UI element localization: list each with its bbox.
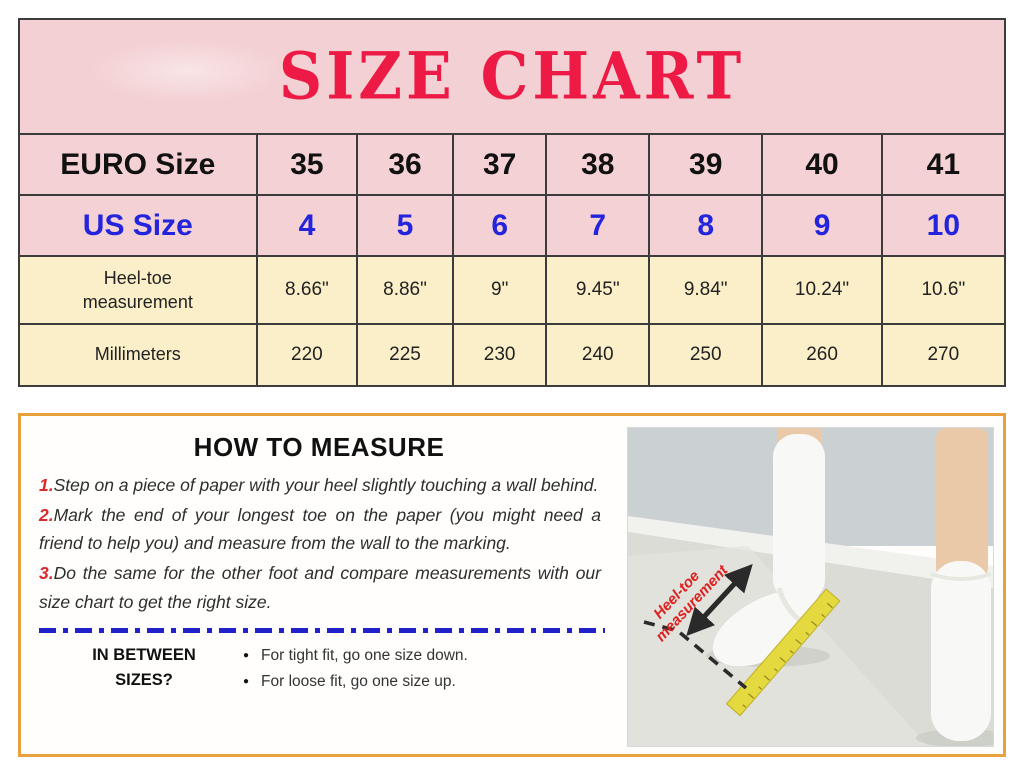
millimeters-cell: 270 (880, 323, 1007, 387)
title-cell: SIZE CHART (18, 18, 1006, 135)
step-number: 3. (39, 563, 54, 584)
measurement-arrow (686, 563, 753, 637)
euro-size-cell: 39 (648, 133, 764, 196)
heel-toe-cell: 9" (451, 255, 548, 325)
us-size-cell: 10 (880, 194, 1007, 257)
heel-toe-cell: 9.45" (545, 255, 651, 325)
how-to-measure-heading: HOW TO MEASURE (193, 432, 445, 462)
us-size-row-label: US Size (18, 194, 258, 257)
how-to-measure-text-column: HOW TO MEASURE 1.Step on a piece of pape… (21, 416, 621, 754)
millimeters-cell: 250 (648, 323, 764, 387)
millimeters-cell: 230 (451, 323, 548, 387)
millimeters-cell: 260 (761, 323, 883, 387)
step-number: 1. (39, 475, 54, 495)
heel-toe-cell: 10.24" (761, 255, 883, 325)
measure-steps: 1.Step on a piece of paper with your hee… (39, 471, 601, 616)
size-table: SIZE CHART EURO Size 35 36 37 38 39 40 4… (18, 18, 1007, 387)
euro-size-cell: 36 (356, 133, 454, 196)
left-leg-sock (773, 434, 825, 602)
step-text: Step on a piece of paper with your heel … (53, 475, 599, 495)
measure-step-2: 2.Mark the end of your longest toe on th… (39, 501, 601, 558)
heel-toe-cell: 8.86" (356, 255, 454, 325)
us-size-cell: 9 (761, 194, 883, 257)
us-size-cell: 5 (356, 194, 454, 257)
heel-toe-row: Heel-toe measurement 8.66" 8.86" 9" 9.45… (18, 255, 1007, 325)
step-number: 2. (39, 504, 54, 525)
right-sock-cuff (930, 572, 992, 581)
heel-toe-cell: 10.6" (880, 255, 1007, 325)
step-text: Mark the end of your longest toe on the … (39, 504, 601, 554)
heel-toe-cell: 9.84" (648, 255, 764, 325)
millimeters-cell: 220 (255, 323, 359, 387)
euro-size-row: EURO Size 35 36 37 38 39 40 41 (18, 133, 1007, 196)
us-size-cell: 8 (648, 194, 764, 257)
left-foot (712, 589, 824, 667)
bullet-loose-fit: For loose fit, go one size up. (243, 669, 468, 695)
how-to-measure-box: HOW TO MEASURE 1.Step on a piece of pape… (18, 413, 1006, 757)
bullet-tight-fit: For tight fit, go one size down. (243, 643, 468, 669)
step-text: Do the same for the other foot and compa… (39, 563, 601, 612)
euro-size-row-label: EURO Size (18, 133, 258, 196)
millimeters-row-label: Millimeters (94, 344, 181, 364)
feet-measurement-illustration: Heel-toe measurement (627, 427, 994, 747)
in-between-bullet-list: For tight fit, go one size down. For loo… (243, 643, 468, 694)
millimeters-cell: 225 (356, 323, 454, 387)
millimeters-cell: 240 (545, 323, 651, 387)
right-leg-sock (931, 561, 991, 741)
euro-size-cell: 38 (545, 133, 651, 196)
table-title-row: SIZE CHART (18, 18, 1006, 135)
euro-size-cell: 40 (761, 133, 883, 196)
in-between-sizes-section: IN BETWEEN SIZES? For tight fit, go one … (39, 643, 605, 694)
us-size-cell: 4 (255, 194, 359, 257)
measure-step-1: 1.Step on a piece of paper with your hee… (39, 471, 601, 500)
measurement-photo: Heel-toe measurement (627, 427, 994, 754)
heel-toe-row-label: Heel-toe measurement (82, 267, 193, 312)
euro-size-cell: 35 (255, 133, 359, 196)
page-title: SIZE CHART (278, 38, 746, 115)
us-size-row: US Size 4 5 6 7 8 9 10 (18, 194, 1007, 257)
euro-size-cell: 37 (451, 133, 548, 196)
dash-dot-divider (39, 628, 605, 634)
us-size-cell: 7 (545, 194, 651, 257)
measuring-ruler (725, 588, 841, 717)
in-between-sizes-label: IN BETWEEN SIZES? (92, 646, 196, 690)
right-leg-skin (936, 428, 988, 578)
heel-toe-cell: 8.66" (255, 255, 359, 325)
measure-step-3: 3.Do the same for the other foot and com… (39, 559, 601, 616)
euro-size-cell: 41 (880, 133, 1007, 196)
us-size-cell: 6 (451, 194, 548, 257)
left-sock-shading (776, 587, 824, 635)
millimeters-row: Millimeters 220 225 230 240 250 260 270 (18, 323, 1007, 387)
